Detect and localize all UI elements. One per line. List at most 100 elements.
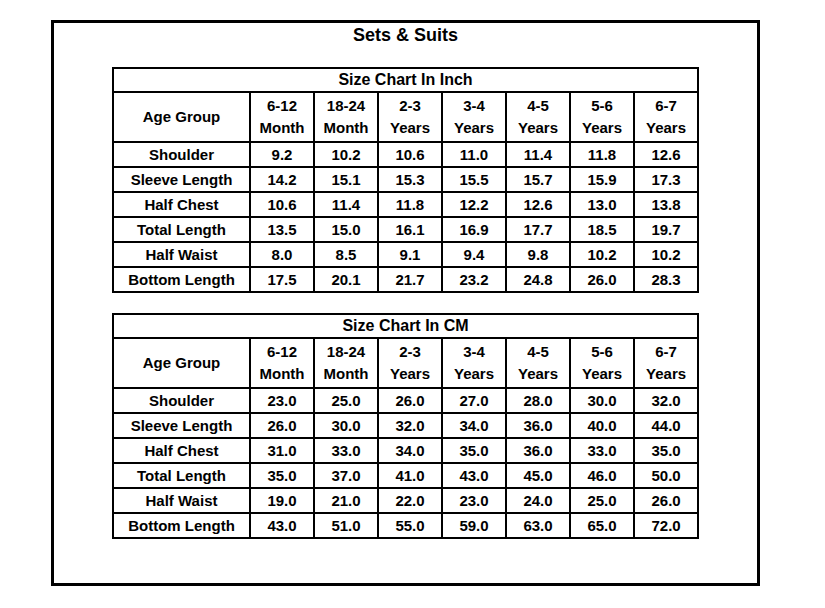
value-cell: 25.0 — [314, 388, 378, 413]
value-cell: 46.0 — [570, 463, 634, 488]
value-cell: 35.0 — [442, 438, 506, 463]
value-cell: 72.0 — [634, 513, 698, 538]
column-header-line: Month — [315, 363, 377, 385]
value-cell: 20.1 — [314, 267, 378, 292]
column-header: 2-3Years — [378, 92, 442, 142]
value-cell: 40.0 — [570, 413, 634, 438]
value-cell: 15.7 — [506, 167, 570, 192]
row-label: Bottom Length — [113, 267, 250, 292]
table-row: Shoulder9.210.210.611.011.411.812.6 — [113, 142, 698, 167]
table-header-row: Age Group6-12Month18-24Month2-3Years3-4Y… — [113, 92, 698, 142]
value-cell: 36.0 — [506, 438, 570, 463]
value-cell: 10.2 — [570, 242, 634, 267]
value-cell: 27.0 — [442, 388, 506, 413]
column-header-line: 6-7 — [635, 341, 697, 363]
value-cell: 17.3 — [634, 167, 698, 192]
row-label: Half Chest — [113, 192, 250, 217]
column-header-line: 5-6 — [571, 341, 633, 363]
column-header: 6-12Month — [250, 92, 314, 142]
table-title-row: Size Chart In CM — [113, 314, 698, 338]
column-header: 3-4Years — [442, 338, 506, 388]
column-header-line: Month — [315, 117, 377, 139]
column-header: 6-12Month — [250, 338, 314, 388]
value-cell: 63.0 — [506, 513, 570, 538]
row-label: Shoulder — [113, 142, 250, 167]
row-label: Half Waist — [113, 488, 250, 513]
value-cell: 32.0 — [634, 388, 698, 413]
age-group-header: Age Group — [113, 338, 250, 388]
column-header-line: Years — [507, 363, 569, 385]
value-cell: 59.0 — [442, 513, 506, 538]
table-header-row: Age Group6-12Month18-24Month2-3Years3-4Y… — [113, 338, 698, 388]
value-cell: 17.7 — [506, 217, 570, 242]
row-label: Sleeve Length — [113, 413, 250, 438]
column-header-line: 6-7 — [635, 95, 697, 117]
value-cell: 11.4 — [506, 142, 570, 167]
value-cell: 26.0 — [570, 267, 634, 292]
column-header-line: 5-6 — [571, 95, 633, 117]
value-cell: 8.5 — [314, 242, 378, 267]
row-label: Shoulder — [113, 388, 250, 413]
value-cell: 51.0 — [314, 513, 378, 538]
column-header-line: Years — [379, 117, 441, 139]
column-header: 2-3Years — [378, 338, 442, 388]
column-header-line: Years — [443, 363, 505, 385]
value-cell: 10.2 — [314, 142, 378, 167]
table-row: Half Waist19.021.022.023.024.025.026.0 — [113, 488, 698, 513]
value-cell: 30.0 — [314, 413, 378, 438]
value-cell: 12.6 — [634, 142, 698, 167]
column-header: 4-5Years — [506, 92, 570, 142]
row-label: Total Length — [113, 463, 250, 488]
table-title-row: Size Chart In Inch — [113, 68, 698, 92]
value-cell: 11.0 — [442, 142, 506, 167]
column-header-line: Years — [635, 363, 697, 385]
row-label: Bottom Length — [113, 513, 250, 538]
value-cell: 10.6 — [378, 142, 442, 167]
value-cell: 30.0 — [570, 388, 634, 413]
value-cell: 31.0 — [250, 438, 314, 463]
column-header-line: Years — [635, 117, 697, 139]
value-cell: 28.0 — [506, 388, 570, 413]
column-header-line: 3-4 — [443, 95, 505, 117]
value-cell: 43.0 — [442, 463, 506, 488]
column-header-line: Years — [571, 117, 633, 139]
row-label: Sleeve Length — [113, 167, 250, 192]
column-header: 4-5Years — [506, 338, 570, 388]
value-cell: 21.7 — [378, 267, 442, 292]
column-header-line: 6-12 — [251, 341, 313, 363]
age-group-header: Age Group — [113, 92, 250, 142]
value-cell: 28.3 — [634, 267, 698, 292]
value-cell: 11.4 — [314, 192, 378, 217]
value-cell: 15.5 — [442, 167, 506, 192]
column-header: 3-4Years — [442, 92, 506, 142]
column-header-line: Age Group — [114, 106, 249, 128]
column-header-line: Years — [507, 117, 569, 139]
value-cell: 43.0 — [250, 513, 314, 538]
column-header-line: 2-3 — [379, 95, 441, 117]
value-cell: 24.0 — [506, 488, 570, 513]
size-table-cm: Size Chart In CMAge Group6-12Month18-24M… — [112, 313, 699, 539]
value-cell: 55.0 — [378, 513, 442, 538]
value-cell: 16.9 — [442, 217, 506, 242]
value-cell: 9.8 — [506, 242, 570, 267]
value-cell: 23.0 — [250, 388, 314, 413]
table-row: Half Waist8.08.59.19.49.810.210.2 — [113, 242, 698, 267]
value-cell: 26.0 — [250, 413, 314, 438]
table-row: Half Chest31.033.034.035.036.033.035.0 — [113, 438, 698, 463]
value-cell: 15.1 — [314, 167, 378, 192]
column-header: 5-6Years — [570, 92, 634, 142]
table-row: Half Chest10.611.411.812.212.613.013.8 — [113, 192, 698, 217]
value-cell: 44.0 — [634, 413, 698, 438]
size-chart-page: Sets & Suits Size Chart In InchAge Group… — [0, 0, 825, 608]
value-cell: 11.8 — [570, 142, 634, 167]
column-header-line: Month — [251, 363, 313, 385]
value-cell: 24.8 — [506, 267, 570, 292]
value-cell: 12.2 — [442, 192, 506, 217]
value-cell: 32.0 — [378, 413, 442, 438]
column-header: 6-7Years — [634, 92, 698, 142]
table-row: Shoulder23.025.026.027.028.030.032.0 — [113, 388, 698, 413]
value-cell: 36.0 — [506, 413, 570, 438]
value-cell: 17.5 — [250, 267, 314, 292]
column-header-line: Years — [443, 117, 505, 139]
column-header: 5-6Years — [570, 338, 634, 388]
